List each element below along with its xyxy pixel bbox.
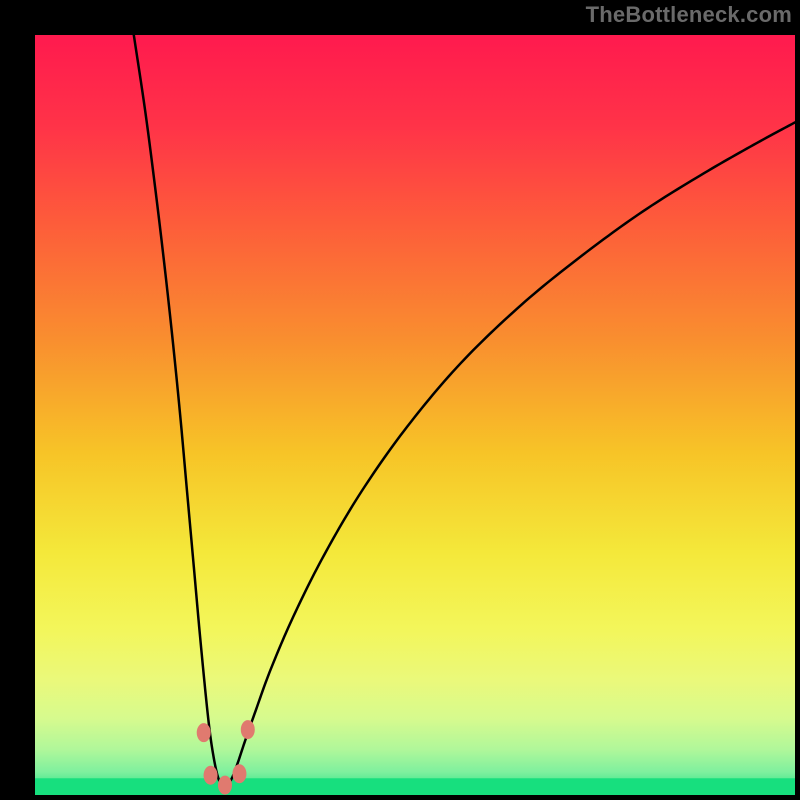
chart-container: TheBottleneck.com [0,0,800,800]
curve-marker [197,724,210,742]
curve-marker [204,766,217,784]
curve-marker [219,776,232,794]
bottleneck-chart [0,0,800,800]
green-band [35,778,795,795]
watermark-text: TheBottleneck.com [586,2,792,28]
plot-area [35,35,795,795]
curve-marker [233,765,246,783]
curve-marker [241,721,254,739]
